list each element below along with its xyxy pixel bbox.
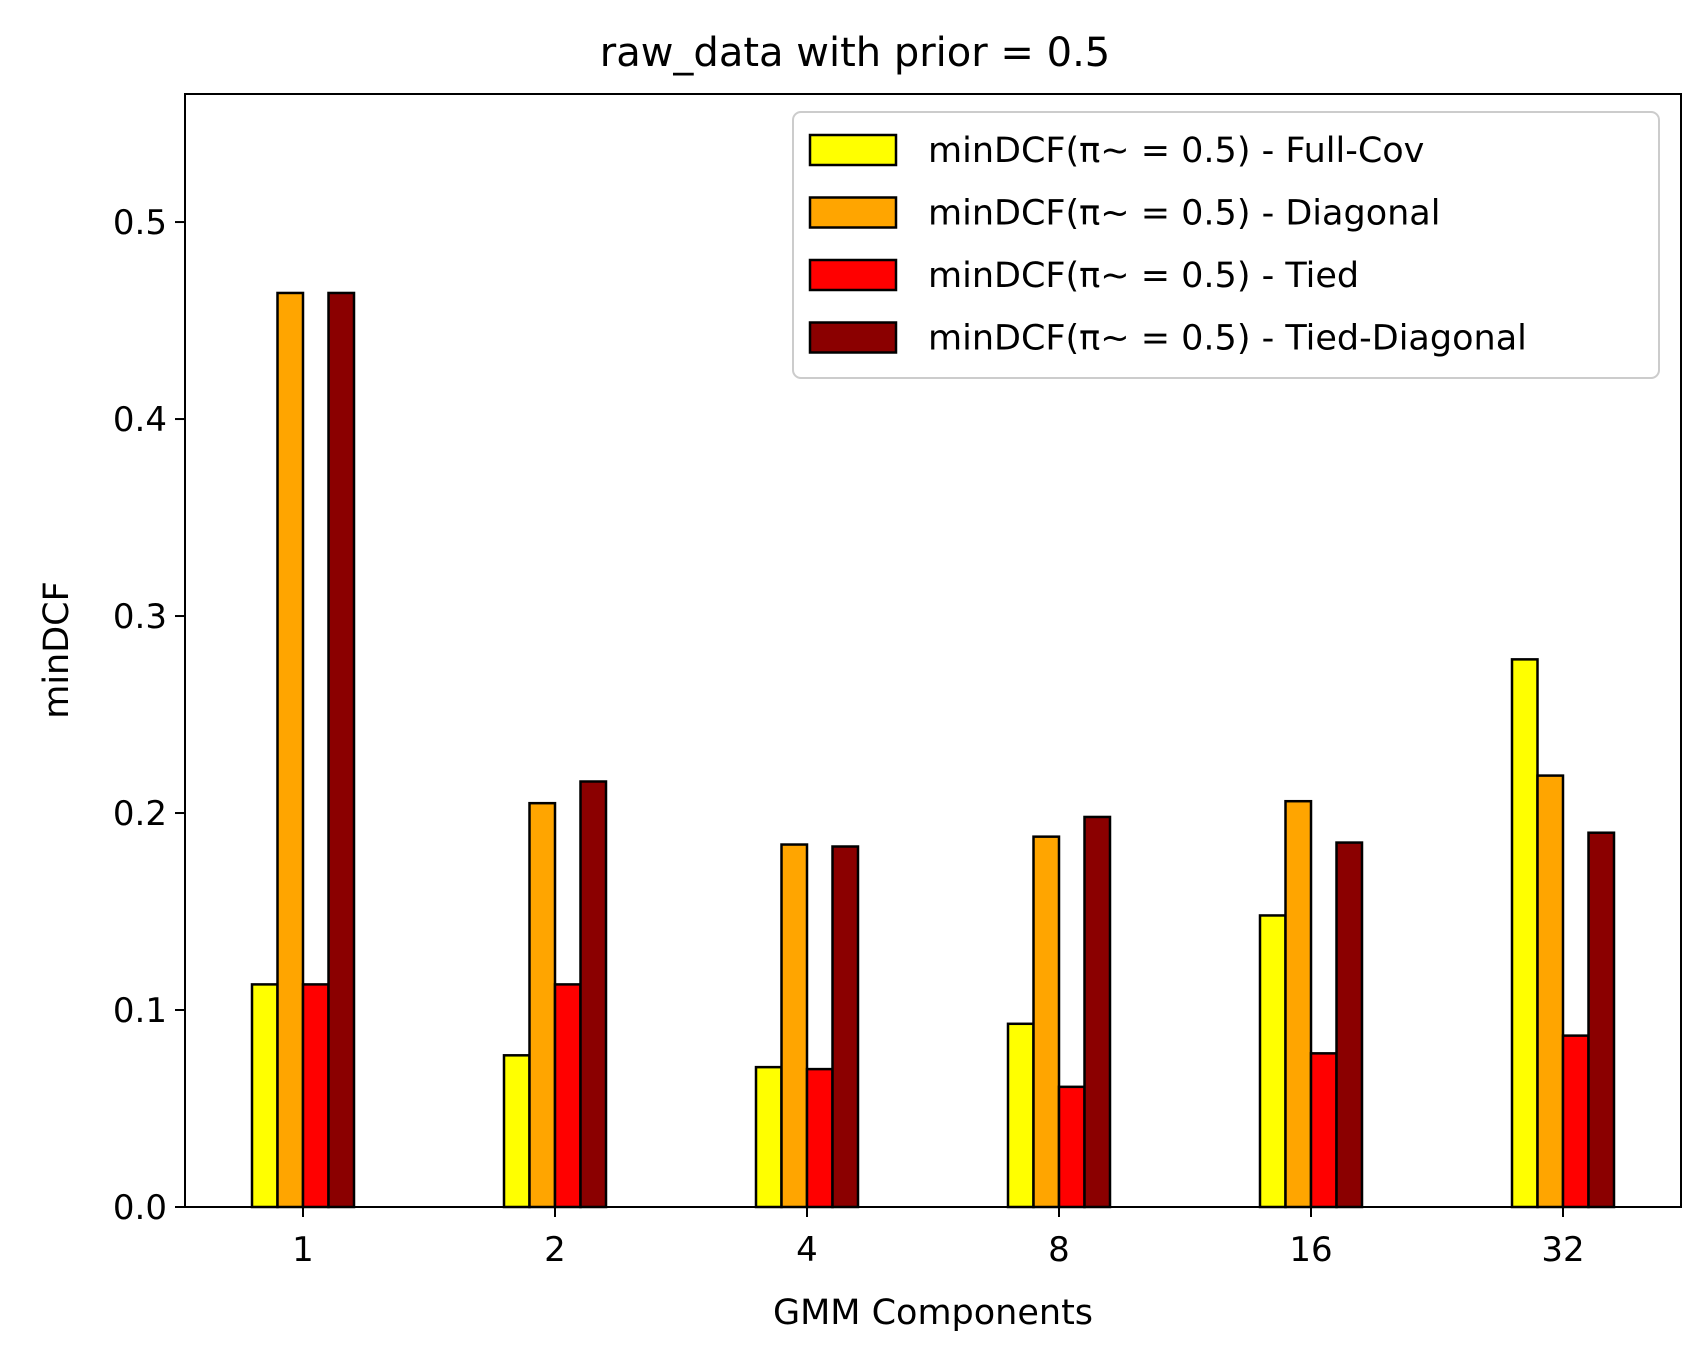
legend-label: minDCF(π~ = 0.5) - Tied: [928, 256, 1359, 296]
bar: [1083, 815, 1112, 1209]
bar: [1510, 658, 1539, 1209]
bar: [1561, 1034, 1590, 1209]
y-tick-label: 0.1: [113, 991, 167, 1031]
bar: [579, 780, 608, 1209]
bar: [502, 1054, 531, 1209]
x-tick-label: 4: [796, 1230, 818, 1270]
x-tick-label: 8: [1048, 1230, 1070, 1270]
bar: [1006, 1022, 1035, 1209]
legend-label: minDCF(π~ = 0.5) - Tied-Diagonal: [928, 319, 1527, 359]
x-tick-label: 1: [292, 1230, 314, 1270]
x-tick-label: 2: [544, 1230, 566, 1270]
bar: [327, 291, 356, 1209]
bar: [276, 291, 305, 1209]
bar: [1335, 841, 1364, 1209]
bar: [1309, 1052, 1338, 1209]
x-axis-ticks: 1 2 4 8 16 32: [292, 1207, 1585, 1270]
x-tick-label: 16: [1289, 1230, 1332, 1270]
bar: [805, 1067, 834, 1209]
legend-swatch: [808, 321, 898, 354]
legend-box: [792, 111, 1660, 379]
legend-swatch: [808, 133, 898, 167]
bar: [780, 843, 809, 1209]
bar: [250, 983, 279, 1209]
y-axis-ticks: 0.0 0.1 0.2 0.3 0.4 0.5: [113, 203, 185, 1228]
y-tick-label: 0.3: [113, 597, 167, 637]
y-tick-label: 0.2: [113, 794, 167, 834]
bars: [250, 291, 1616, 1209]
x-tick-label: 32: [1541, 1230, 1584, 1270]
legend-label: minDCF(π~ = 0.5) - Full-Cov: [928, 131, 1424, 171]
chart-title: raw_data with prior = 0.5: [600, 30, 1111, 76]
legend-label: minDCF(π~ = 0.5) - Diagonal: [928, 194, 1440, 234]
y-tick-label: 0.5: [113, 203, 167, 243]
bar: [1536, 774, 1565, 1209]
bar: [1057, 1085, 1086, 1209]
plot-area-frame: [184, 93, 1682, 1208]
bar: [1587, 831, 1616, 1209]
bar: [754, 1065, 783, 1209]
bar: [1032, 835, 1061, 1209]
bar: [528, 801, 557, 1209]
legend-swatch: [808, 196, 898, 229]
bar: [301, 983, 330, 1209]
bar: [1258, 914, 1287, 1209]
bar: [553, 983, 582, 1209]
legend-swatch: [808, 258, 898, 292]
legend: minDCF(π~ = 0.5) - Full-Cov minDCF(π~ = 0…: [792, 111, 1660, 379]
y-axis-label: minDCF: [37, 581, 77, 719]
bar: [1284, 799, 1313, 1209]
bar: [831, 845, 860, 1209]
x-axis-label: GMM Components: [773, 1293, 1093, 1333]
y-tick-label: 0.0: [113, 1188, 167, 1228]
y-tick-label: 0.4: [113, 400, 167, 440]
